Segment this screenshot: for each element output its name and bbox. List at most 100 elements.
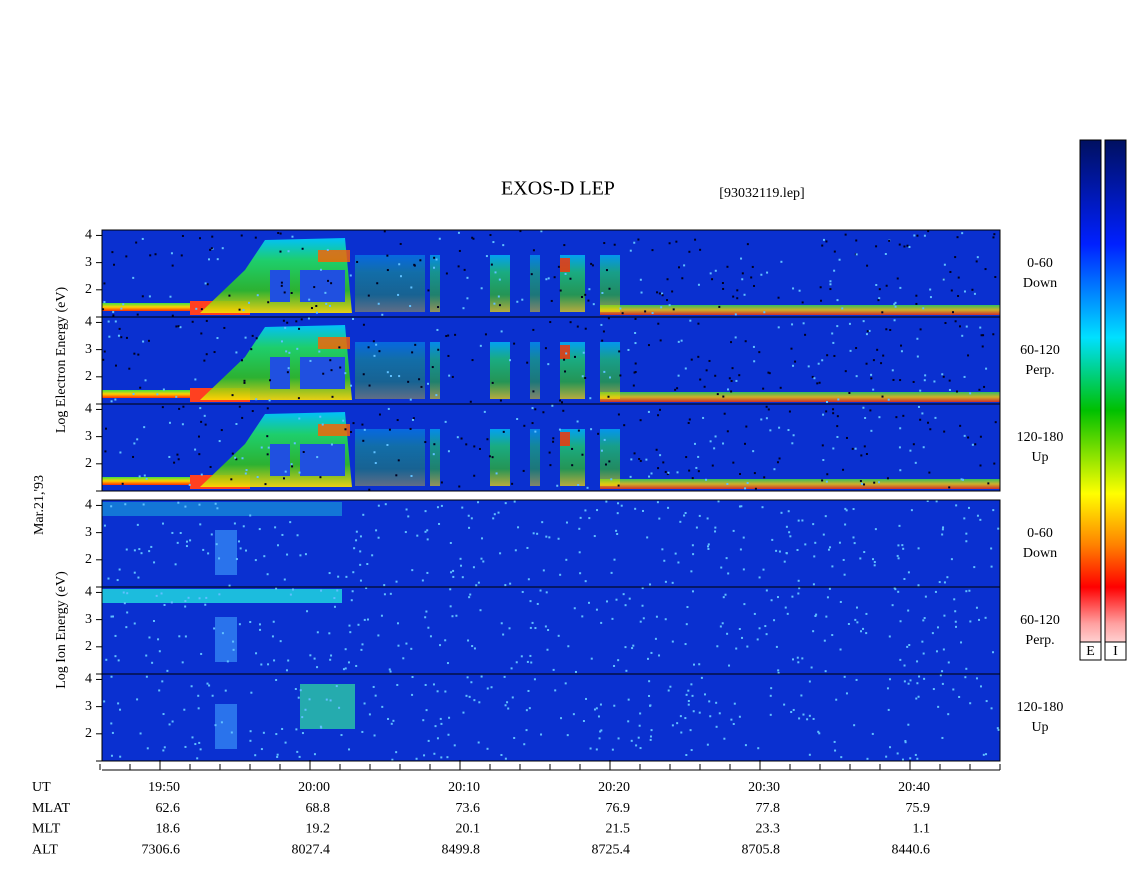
noise [667, 471, 670, 474]
noise [157, 638, 160, 641]
noise [967, 436, 970, 439]
noise [559, 399, 562, 402]
y-tick-label: 3 [85, 525, 92, 540]
noise [183, 708, 186, 711]
noise [743, 293, 746, 296]
noise [771, 538, 774, 541]
noise [588, 517, 591, 520]
noise [286, 553, 289, 556]
noise [449, 542, 452, 545]
noise [122, 591, 125, 594]
noise [290, 291, 293, 294]
noise [102, 358, 105, 361]
noise [894, 305, 897, 308]
noise [584, 509, 587, 512]
noise [684, 717, 687, 720]
noise [686, 606, 689, 609]
noise [249, 730, 252, 733]
noise [156, 393, 159, 396]
noise [582, 351, 585, 354]
noise [739, 548, 742, 551]
noise [547, 363, 550, 366]
noise [279, 250, 282, 253]
noise [872, 558, 875, 561]
noise [804, 543, 807, 546]
noise [342, 419, 345, 422]
noise [916, 660, 919, 663]
noise [447, 450, 450, 453]
noise [249, 739, 252, 742]
noise [355, 539, 358, 542]
noise [837, 398, 840, 401]
flux-peak [560, 258, 570, 272]
noise [833, 269, 836, 272]
noise [377, 536, 380, 539]
noise [190, 685, 193, 688]
noise [916, 234, 919, 237]
noise [529, 626, 532, 629]
noise [381, 705, 384, 708]
noise [723, 412, 726, 415]
noise [352, 571, 355, 574]
noise [304, 553, 307, 556]
flux-band [102, 390, 192, 398]
noise [912, 380, 915, 383]
noise [722, 596, 725, 599]
noise [742, 536, 745, 539]
noise [213, 351, 216, 354]
noise [599, 730, 602, 733]
noise [666, 278, 669, 281]
noise [840, 756, 843, 759]
noise [865, 333, 868, 336]
row-name: ALT [32, 842, 58, 857]
noise [947, 713, 950, 716]
noise [577, 429, 580, 432]
noise [169, 295, 172, 298]
noise [139, 732, 142, 735]
noise [855, 239, 858, 242]
noise [821, 244, 824, 247]
noise [120, 336, 123, 339]
noise [110, 675, 113, 678]
noise [279, 640, 282, 643]
noise [907, 609, 910, 612]
noise [133, 571, 136, 574]
noise [238, 623, 241, 626]
noise [410, 286, 413, 289]
noise [523, 424, 526, 427]
noise [792, 708, 795, 711]
noise [900, 344, 903, 347]
noise [957, 276, 960, 279]
noise [158, 689, 161, 692]
noise [526, 660, 529, 663]
noise [551, 404, 554, 407]
noise [863, 551, 866, 554]
noise [971, 288, 974, 291]
noise [617, 413, 620, 416]
noise [215, 543, 218, 546]
noise [889, 328, 892, 331]
noise [816, 382, 819, 385]
noise [680, 731, 683, 734]
noise [461, 576, 464, 579]
noise [634, 342, 637, 345]
noise [836, 325, 839, 328]
noise [148, 295, 151, 298]
noise [607, 395, 610, 398]
noise [427, 382, 430, 385]
noise [557, 537, 560, 540]
noise [531, 407, 534, 410]
noise [939, 674, 942, 677]
noise [510, 667, 513, 670]
colorbars [1079, 139, 1127, 661]
noise [208, 258, 211, 261]
noise [469, 593, 472, 596]
row-value: 21.5 [606, 822, 631, 837]
noise [112, 314, 115, 317]
noise [565, 558, 568, 561]
noise [646, 536, 649, 539]
noise [308, 698, 311, 701]
noise [949, 270, 952, 273]
noise [896, 554, 899, 557]
noise [103, 524, 106, 527]
